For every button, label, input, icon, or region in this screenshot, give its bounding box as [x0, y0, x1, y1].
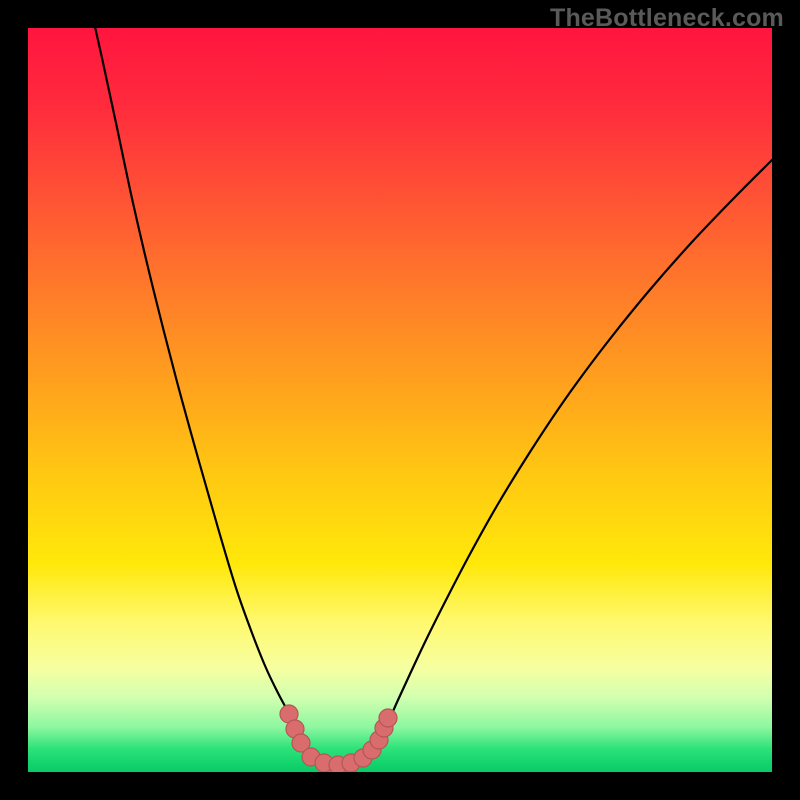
curve-layer [28, 28, 772, 772]
curve-marker [379, 709, 397, 727]
plot-area [28, 28, 772, 772]
chart-frame: TheBottleneck.com [0, 0, 800, 800]
watermark-text: TheBottleneck.com [550, 4, 784, 33]
bottleneck-curve [93, 28, 772, 765]
marker-group [280, 705, 397, 772]
